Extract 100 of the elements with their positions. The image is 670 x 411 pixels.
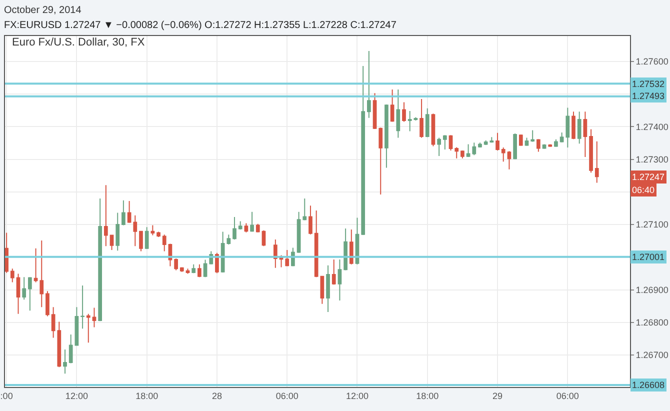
- candlestick: [40, 240, 44, 308]
- candlestick: [104, 184, 108, 247]
- candlestick: [127, 200, 132, 224]
- candlestick: [448, 134, 453, 151]
- candlestick: [408, 110, 412, 132]
- chart-title: Euro Fx/U.S. Dollar, 30, FX: [12, 36, 146, 49]
- x-tick-label: 12:00: [346, 390, 369, 401]
- candlestick: [28, 276, 32, 312]
- candlestick: [256, 223, 260, 233]
- y-tick-label: 1.26700: [636, 350, 668, 360]
- annotation: 1.27247: [632, 172, 665, 182]
- candlestick: [536, 138, 540, 152]
- candlestick: [496, 132, 500, 151]
- candlestick: [150, 224, 155, 236]
- candlestick: [80, 285, 84, 330]
- candlestick: [68, 334, 73, 364]
- candlestick: [583, 111, 588, 158]
- candlestick: [372, 92, 377, 130]
- candlestick: [285, 249, 290, 267]
- candlestick: [524, 137, 529, 146]
- candlestick: [367, 50, 371, 118]
- ref-line-label: 1.27532: [632, 79, 665, 89]
- candlestick: [180, 266, 184, 272]
- candlestick: [478, 142, 482, 148]
- candlestick: [442, 134, 447, 150]
- candlestick: [186, 268, 190, 274]
- candlestick: [355, 217, 360, 265]
- candlestick: [472, 142, 476, 156]
- candlestick: [156, 231, 160, 238]
- candlestick: [116, 212, 120, 252]
- candlestick: [566, 107, 570, 148]
- ref-line-label: 1.26608: [632, 380, 665, 390]
- y-tick-label: 1.27400: [636, 122, 668, 132]
- candlestick: [198, 264, 202, 278]
- candlestick: [402, 102, 406, 122]
- candlestick: [384, 104, 388, 168]
- candlestick: [74, 306, 79, 346]
- candlestick: [460, 150, 464, 159]
- candlestick: [232, 216, 236, 240]
- candlestick: [530, 130, 535, 142]
- y-tick-label: 1.27100: [636, 220, 668, 230]
- candlestick: [513, 133, 517, 160]
- candlestick: [548, 144, 552, 148]
- candlestick: [22, 276, 26, 300]
- candlestick: [10, 268, 14, 283]
- candlestick: [279, 254, 284, 268]
- candlestick: [139, 230, 143, 252]
- candlestick: [507, 150, 512, 170]
- candlestick: [594, 140, 599, 184]
- candlestick: [302, 198, 307, 221]
- candlestick: [390, 89, 394, 122]
- candlestick: [420, 98, 424, 138]
- candlestick: [5, 232, 8, 274]
- candlestick: [308, 205, 312, 235]
- candlestick: [589, 128, 593, 174]
- ref-line-label: 1.27493: [632, 91, 665, 101]
- candlestick: [63, 348, 67, 374]
- chart-subtitle: FX:EURUSD 1.27247 ▼ −0.00082 (−0.06%) O:1.27272 H:1.27355 L:1.27228 C:1.27247: [4, 20, 397, 31]
- candlestick: [572, 111, 576, 140]
- candlestick: [501, 147, 506, 162]
- text: October 29, 2014: [4, 5, 82, 16]
- candlestick: [560, 132, 564, 143]
- x-tick-label: 06:00: [556, 390, 579, 401]
- candlestick: [296, 211, 301, 254]
- candlestick: [110, 234, 114, 250]
- candlestick: [425, 108, 430, 138]
- candlestick: [437, 137, 441, 157]
- candlestick: [122, 200, 126, 226]
- candlestick: [133, 214, 138, 247]
- candlestick: [332, 258, 336, 286]
- candlestick: [577, 111, 582, 144]
- candlestick: [16, 273, 20, 314]
- candlestick: [203, 259, 208, 278]
- x-tick-label: :00: [0, 390, 13, 401]
- candlestick: [554, 138, 558, 148]
- y-tick-label: 1.27600: [636, 56, 668, 67]
- candlestick: [431, 113, 436, 147]
- candlestick: [344, 228, 348, 271]
- candlestick: [361, 66, 366, 236]
- x-tick-label: 29: [492, 390, 503, 401]
- candlestick: [518, 134, 523, 146]
- candlestick: [98, 198, 102, 322]
- candlestick: [86, 313, 90, 344]
- candlestick: [378, 127, 383, 196]
- x-tick-label: 28: [212, 390, 222, 401]
- candlestick: [34, 248, 38, 283]
- candlestick: [144, 226, 149, 250]
- candlestick: [349, 228, 354, 265]
- candlestick: [92, 307, 96, 328]
- candlestick: [414, 116, 418, 121]
- candlestick: [466, 144, 470, 158]
- x-tick-label: 18:00: [136, 390, 158, 401]
- candlestick: [338, 258, 342, 302]
- y-tick-label: 1.26900: [636, 284, 668, 295]
- candlestick: [396, 89, 400, 138]
- candlestick: [238, 220, 242, 230]
- ref-line-label: 1.27001: [632, 252, 665, 262]
- candlestick: [174, 258, 178, 271]
- candlestick: [244, 222, 248, 233]
- x-tick-label: 18:00: [416, 390, 439, 401]
